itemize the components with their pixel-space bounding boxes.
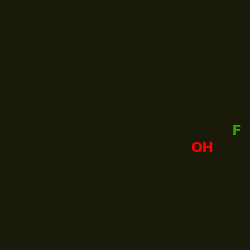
Text: F: F: [232, 124, 241, 138]
Text: OH: OH: [190, 140, 214, 154]
